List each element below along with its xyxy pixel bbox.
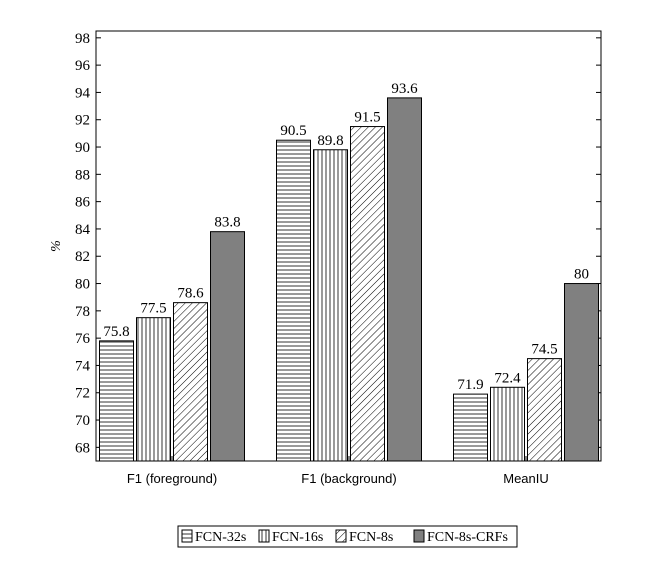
- y-tick-label: 88: [75, 167, 90, 183]
- y-tick-label: 74: [75, 358, 91, 374]
- y-tick-label: 84: [75, 222, 91, 238]
- y-tick-label: 94: [75, 85, 91, 101]
- legend-entry: FCN-8s-CRFs: [427, 530, 508, 545]
- legend: FCN-32s FCN-16s FCN-8s FCN-8s-CRFs: [177, 525, 518, 548]
- bar-fcn-8s-crfs: [387, 97, 422, 462]
- y-tick-label: 68: [75, 440, 90, 456]
- legend-swatch-fcn-16s: [258, 529, 270, 543]
- data-label: 90.5: [280, 123, 306, 139]
- bar-fcn-8s: [527, 358, 562, 462]
- bar-fcn-16s: [313, 149, 348, 462]
- legend-swatch-fcn-8s-crfs: [413, 529, 425, 543]
- data-label: 83.8: [214, 215, 240, 231]
- x-tick-label: F1 (background): [301, 471, 396, 486]
- legend-entry: FCN-16s: [272, 530, 323, 545]
- y-tick-label: 80: [75, 277, 90, 293]
- bar-fcn-32s: [99, 340, 134, 462]
- data-label: 93.6: [391, 81, 418, 97]
- y-tick-label: 98: [75, 31, 90, 47]
- y-tick-label: 96: [75, 58, 91, 74]
- y-axis-label: %: [49, 240, 64, 252]
- data-label: 78.6: [177, 286, 204, 302]
- y-tick-label: 92: [75, 113, 90, 129]
- y-tick-label: 72: [75, 386, 90, 402]
- data-label: 72.4: [494, 370, 521, 386]
- data-label: 80: [574, 267, 589, 283]
- y-tick-label: 70: [75, 413, 90, 429]
- data-label: 71.9: [457, 377, 483, 393]
- legend-swatch-fcn-32s: [181, 529, 193, 543]
- y-tick-label: 78: [75, 304, 90, 320]
- x-tick-label: MeanIU: [503, 471, 549, 486]
- bar-fcn-8s-crfs: [564, 283, 599, 462]
- x-axis: F1 (foreground) F1 (background) MeanIU: [127, 456, 549, 486]
- bar-fcn-16s: [136, 317, 171, 462]
- data-label: 77.5: [140, 301, 166, 317]
- data-label: 74.5: [531, 342, 557, 358]
- y-tick-label: 90: [75, 140, 90, 156]
- bar-fcn-8s: [173, 302, 208, 462]
- y-axis: 68 70 72 74 76 78 80 82 84 86 88 90 92 94 96 98: [75, 31, 601, 456]
- bars-group: 75.8 77.5 78.6 83.8 90.5 89.8 91.5 93.6 71.9 72.4…: [99, 81, 599, 462]
- legend-swatch-fcn-8s: [335, 529, 347, 543]
- bar-fcn-16s: [490, 386, 525, 462]
- data-label: 75.8: [103, 324, 129, 340]
- x-tick-label: F1 (foreground): [127, 471, 217, 486]
- y-tick-label: 86: [75, 195, 91, 211]
- bar-fcn-32s: [276, 139, 311, 462]
- bar-fcn-8s: [350, 126, 385, 462]
- y-tick-label: 82: [75, 249, 90, 265]
- legend-entry: FCN-32s: [195, 530, 246, 545]
- data-label: 91.5: [354, 110, 380, 126]
- plot-frame: [95, 30, 602, 462]
- legend-entry: FCN-8s: [349, 530, 393, 545]
- data-label: 89.8: [317, 133, 343, 149]
- bar-fcn-32s: [453, 393, 488, 462]
- bar-fcn-8s-crfs: [210, 231, 245, 462]
- y-tick-label: 76: [75, 331, 91, 347]
